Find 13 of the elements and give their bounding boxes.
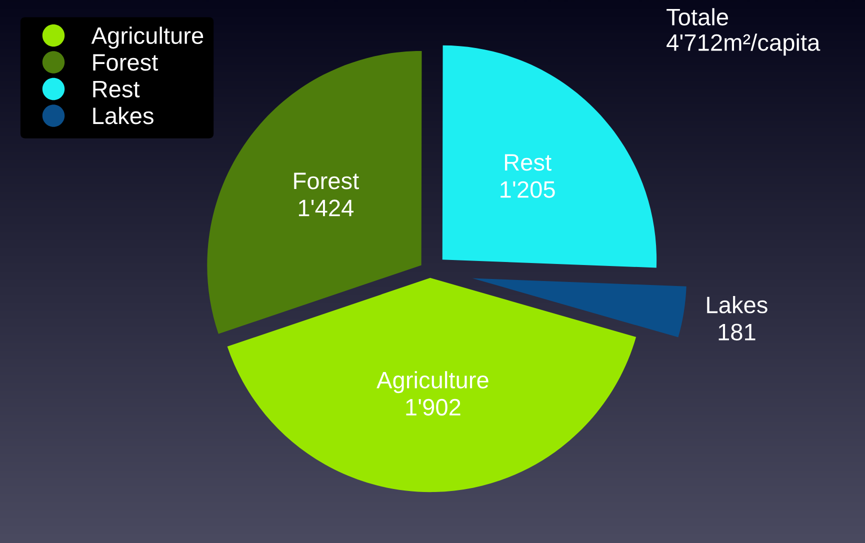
slice-label: Lakes — [707, 296, 768, 314]
data-label: 1'902 — [406, 398, 460, 416]
text: Totale 4'712m²/capita — [666, 8, 820, 56]
data-label: 1'424 — [298, 200, 354, 216]
slice-label: Forest — [294, 172, 359, 190]
data-label: 1'205 — [500, 181, 555, 198]
legend-label: Rest — [93, 81, 140, 98]
legend-label: Forest — [93, 54, 158, 71]
slice-label: Agriculture — [376, 371, 488, 394]
data-label: 181 — [718, 324, 756, 340]
legend-label: Lakes — [93, 106, 154, 124]
slice-label: Rest — [504, 154, 552, 171]
legend-label: Agriculture — [91, 26, 204, 49]
